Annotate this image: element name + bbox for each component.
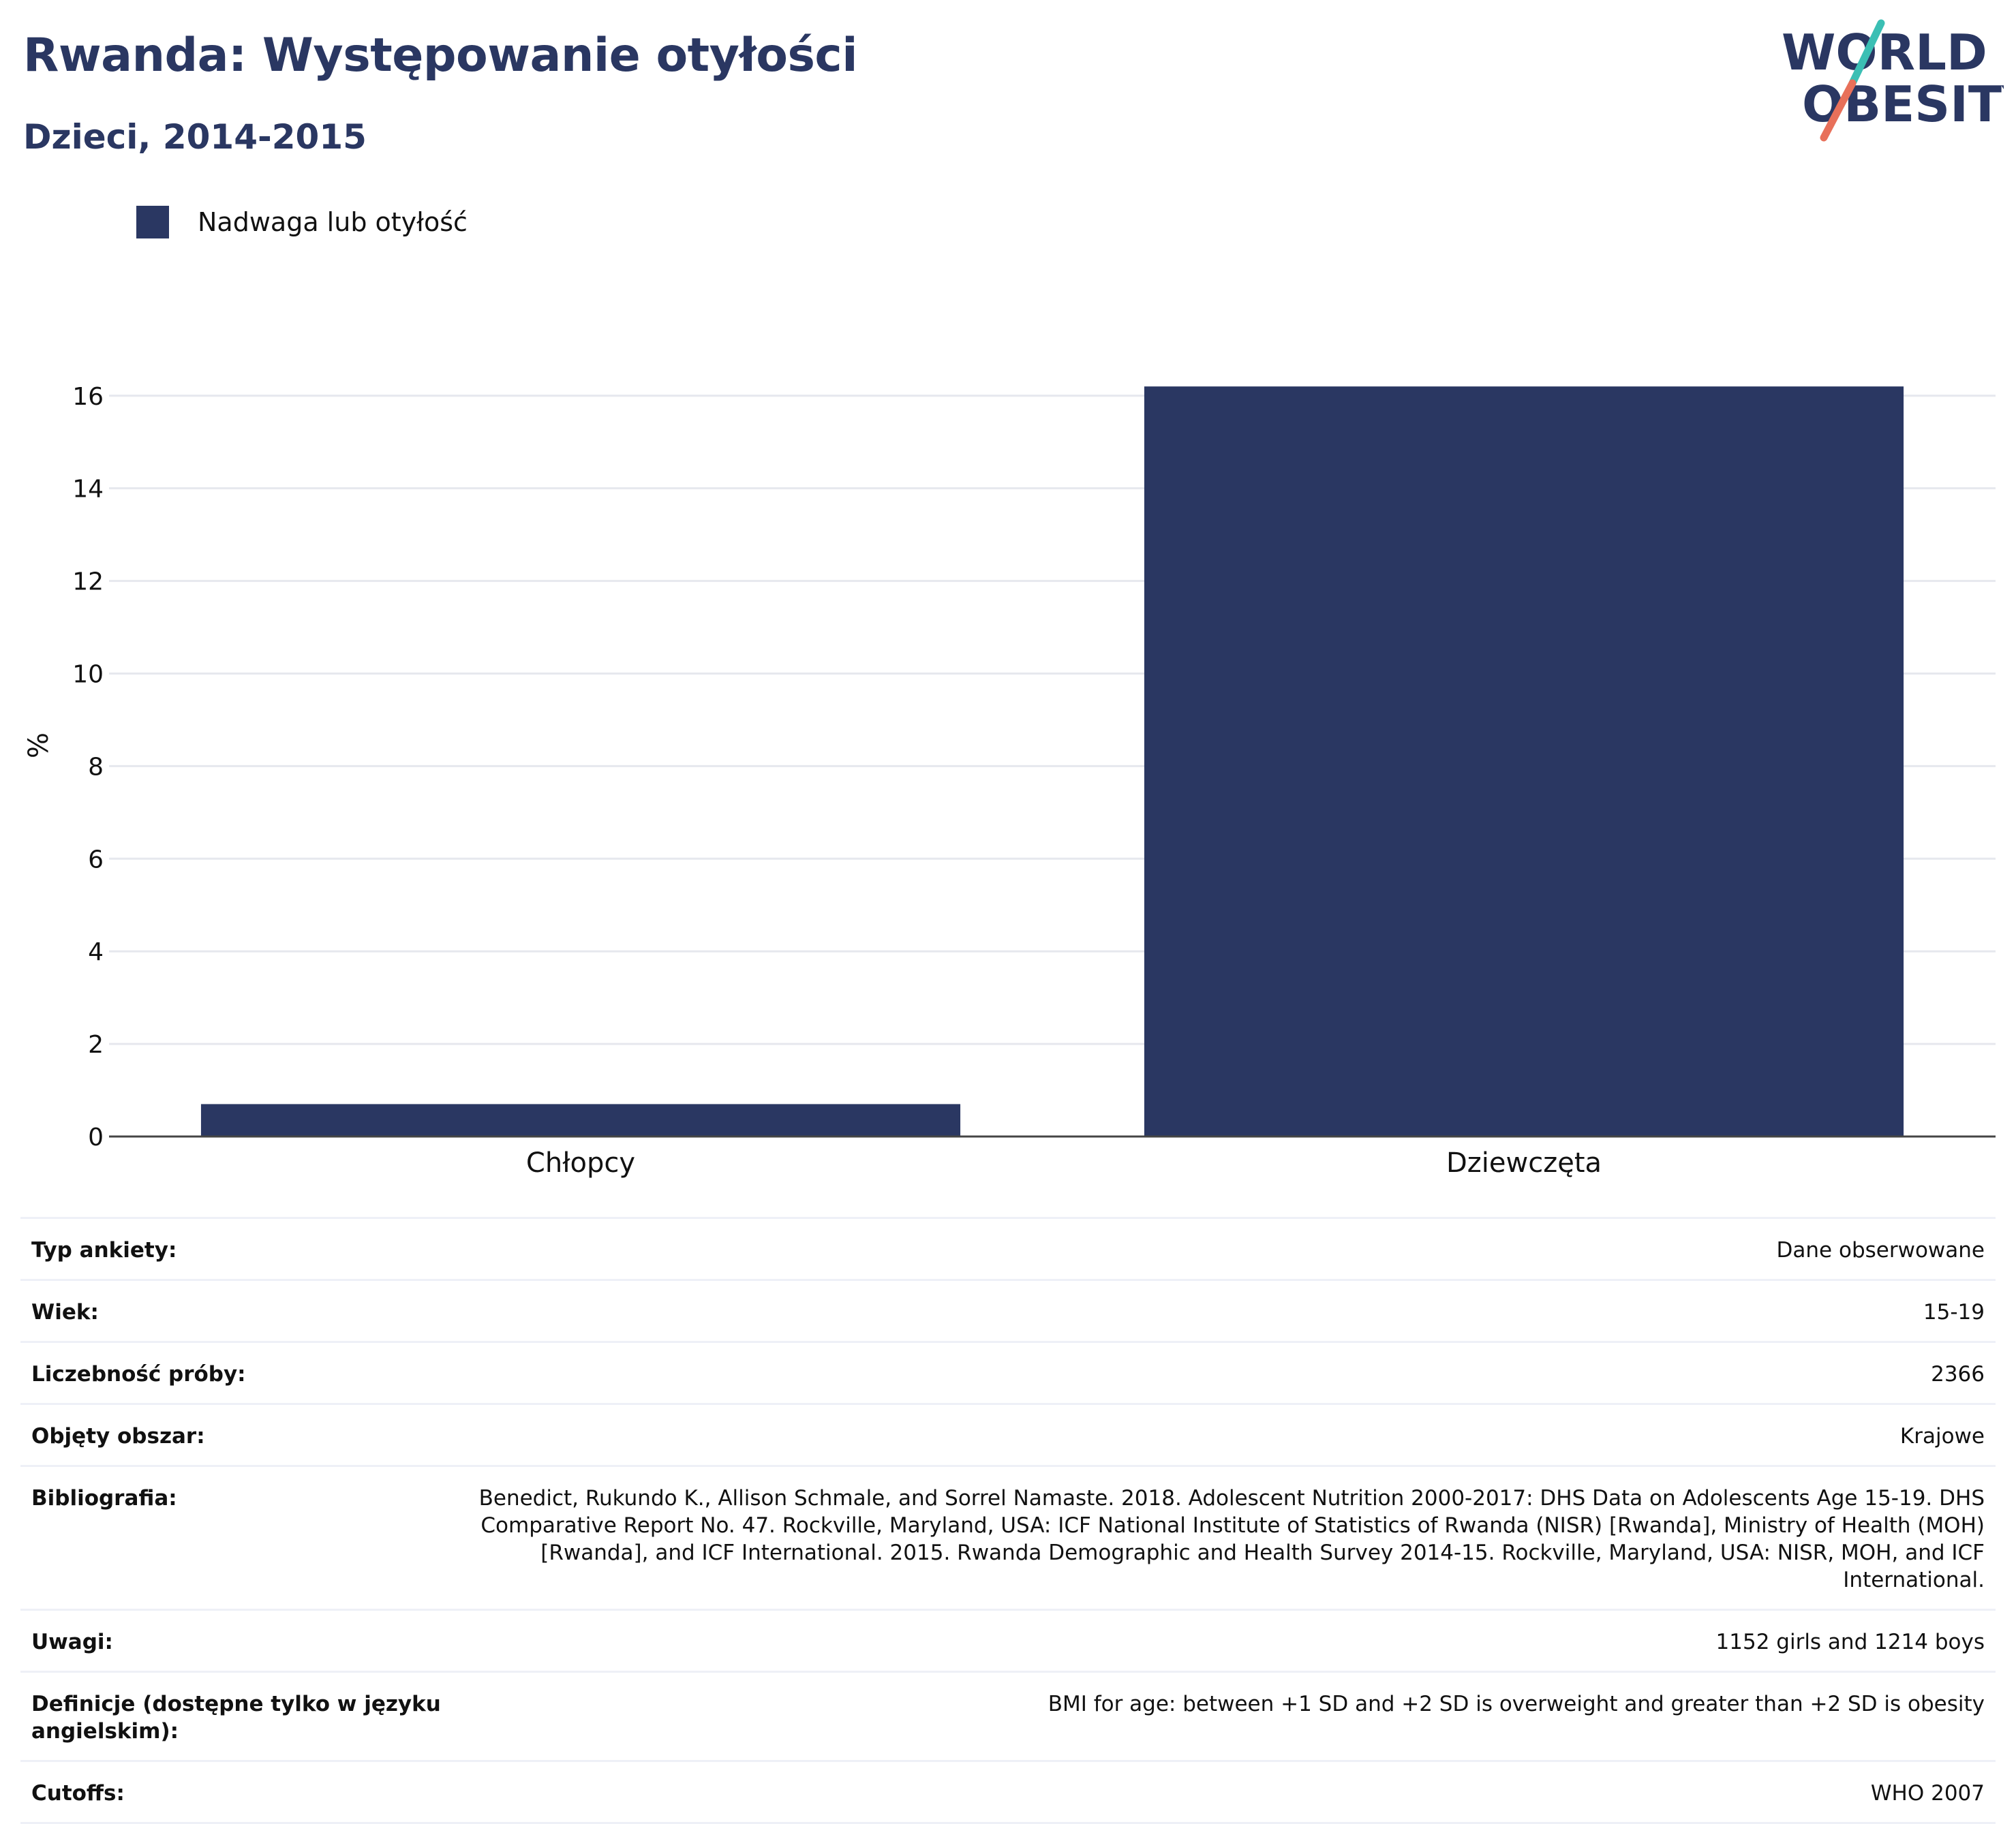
details-key: Objęty obszar:	[31, 1424, 205, 1449]
logo-text-line1: WORLD	[1782, 24, 1987, 81]
logo-slash-bottom	[1820, 79, 1857, 142]
details-row: Typ ankiety: Dane obserwowane	[20, 1218, 1996, 1280]
y-tick-label: 6	[88, 846, 104, 874]
details-key: Uwagi:	[31, 1630, 113, 1654]
bar	[1144, 386, 1904, 1137]
details-row: Definicje (dostępne tylko w języku angie…	[20, 1672, 1996, 1761]
details-row: Uwagi: 1152 girls and 1214 boys	[20, 1610, 1996, 1672]
y-tick-label: 12	[72, 568, 104, 596]
y-axis-label: %	[23, 732, 55, 758]
details-value: WHO 2007	[1870, 1781, 1985, 1806]
x-tick-label: Dziewczęta	[1446, 1147, 1602, 1179]
bar-chart: 0 2 4 6 8 10 12 14 16 Chłopcy Dziewczęta%	[23, 383, 1996, 1179]
y-tick-label: 2	[88, 1031, 104, 1059]
y-tick-label: 4	[88, 938, 104, 966]
details-row: Objęty obszar: Krajowe	[20, 1404, 1996, 1466]
chart-subtitle: Dzieci, 2014-2015	[23, 117, 367, 157]
bar	[200, 1104, 961, 1137]
logo-slash-top	[1848, 19, 1885, 87]
details-value: 15-19	[1923, 1300, 1985, 1325]
chart-legend[interactable]: Nadwaga lub otyłość	[136, 202, 468, 243]
details-key: Cutoffs:	[31, 1781, 125, 1806]
legend-label: Nadwaga lub otyłość	[198, 207, 468, 237]
y-tick-label: 10	[72, 660, 104, 688]
x-tick-label: Chłopcy	[526, 1147, 635, 1179]
details-value: Benedict, Rukundo K., Allison Schmale, a…	[478, 1486, 1985, 1592]
details-value: Dane obserwowane	[1776, 1238, 1985, 1263]
details-table: Typ ankiety: Dane obserwowane Wiek: 15-19 Li…	[20, 1217, 1996, 1824]
details-key: Liczebność próby:	[31, 1362, 246, 1387]
details-row: Cutoffs: WHO 2007	[20, 1761, 1996, 1823]
details-value: Krajowe	[1899, 1424, 1985, 1449]
details-key: Wiek:	[31, 1300, 99, 1325]
details-row: Liczebność próby: 2366	[20, 1342, 1996, 1404]
details-key: Typ ankiety:	[31, 1238, 177, 1263]
y-tick-label: 8	[88, 753, 104, 781]
details-value: 1152 girls and 1214 boys	[1715, 1630, 1985, 1654]
y-tick-label: 0	[88, 1124, 104, 1151]
details-row: Bibliografia: Benedict, Rukundo K., Allis…	[20, 1466, 1996, 1610]
chart-title: Rwanda: Występowanie otyłości	[23, 29, 858, 82]
details-key: Bibliografia:	[31, 1486, 177, 1511]
legend-swatch	[136, 206, 169, 238]
details-value: 2366	[1931, 1362, 1985, 1387]
details-row: Wiek: 15-19	[20, 1280, 1996, 1342]
world-obesity-logo: WORLD OBESITY	[1782, 19, 2004, 142]
y-tick-label: 16	[72, 383, 104, 411]
y-tick-label: 14	[72, 476, 104, 504]
logo-text-line2: OBESITY	[1802, 76, 2004, 133]
details-key: Definicje (dostępne tylko w języku angie…	[31, 1692, 441, 1744]
details-value: BMI for age: between +1 SD and +2 SD is …	[1048, 1692, 1985, 1716]
